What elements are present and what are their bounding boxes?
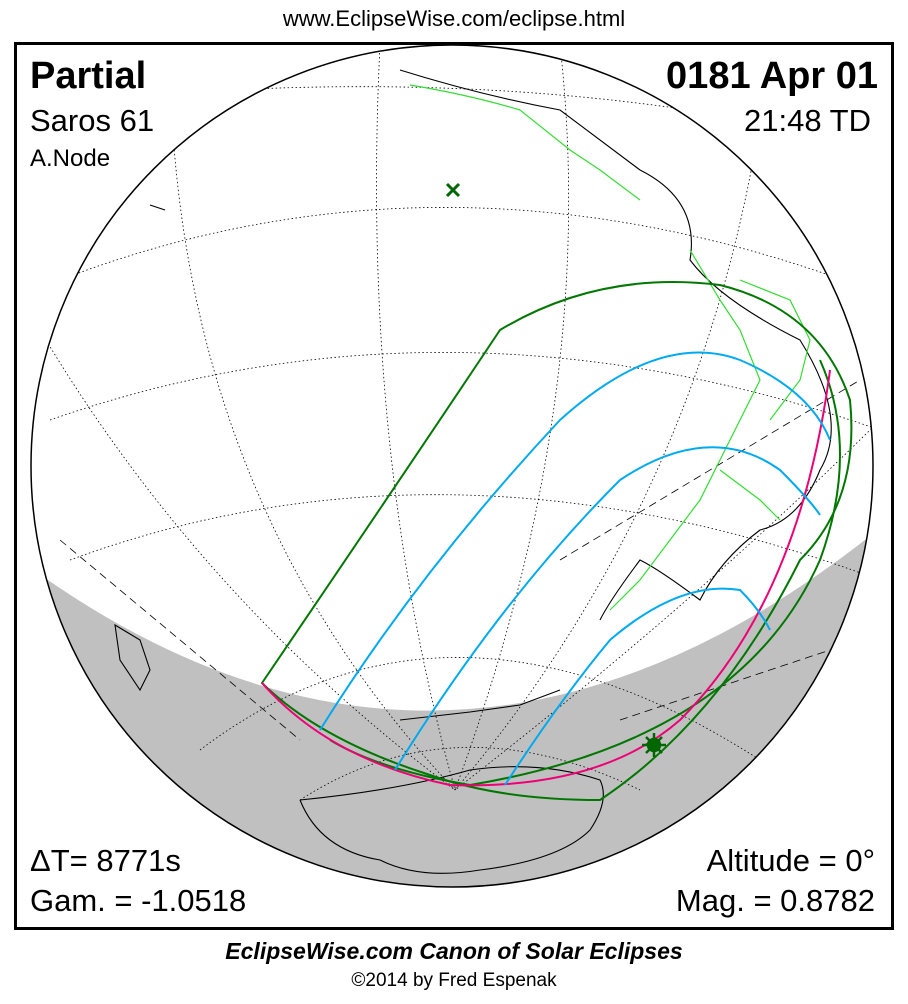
footer-title: EclipseWise.com Canon of Solar Eclipses (225, 938, 683, 964)
magnitude: Mag. = 0.8782 (675, 883, 875, 918)
delta-t: ΔT= 8771s (30, 843, 181, 878)
node-label: A.Node (30, 145, 111, 172)
globe-map (30, 45, 874, 888)
penumbral-limit-curve (260, 281, 853, 802)
eclipse-date: 0181 Apr 01 (666, 55, 878, 97)
star-icon (642, 733, 666, 757)
magnitude-curves (319, 351, 831, 786)
night-shade (31, 520, 873, 887)
graticule (39, 45, 873, 801)
globe-outline (30, 45, 874, 888)
terminator-lines (59, 379, 861, 741)
saros-number: Saros 61 (30, 103, 155, 138)
coastlines (114, 69, 832, 874)
altitude: Altitude = 0° (706, 843, 875, 878)
eclipse-time: 21:48 TD (744, 103, 871, 138)
eclipse-type: Partial (30, 55, 147, 97)
eclipse-map-frame: Partial 0181 Apr 01 Saros 61 21:48 TD A.… (14, 42, 894, 930)
rise-set-curve (261, 369, 831, 787)
country-borders (409, 84, 811, 611)
url-header: www.EclipseWise.com/eclipse.html (282, 6, 626, 31)
gamma: Gam. = -1.0518 (30, 883, 247, 918)
footer-copyright: ©2014 by Fred Espenak (351, 970, 557, 991)
x-mark-icon (445, 182, 461, 198)
penumbral-limit-curve-2 (329, 359, 841, 787)
